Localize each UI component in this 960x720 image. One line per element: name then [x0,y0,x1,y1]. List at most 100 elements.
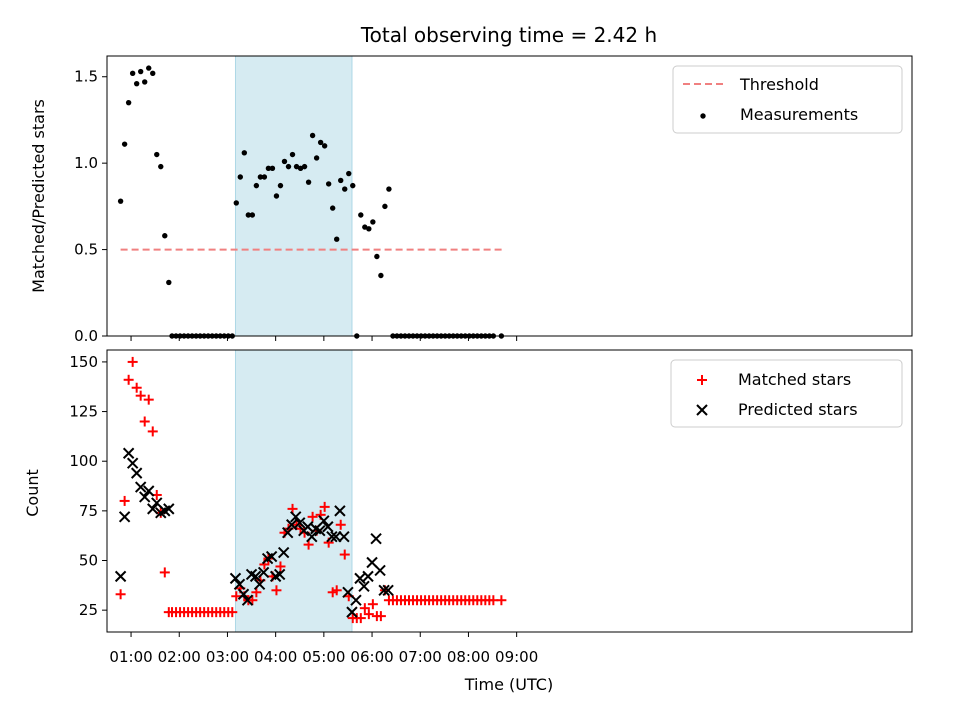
matched-stars-legend-marker [697,375,707,385]
x-tick-label: 02:00 [158,648,201,666]
measurement-point [125,99,132,106]
measurement-point [265,165,272,172]
predicted-star-point [163,503,175,515]
measurement-point [245,212,252,218]
threshold-legend-label: Threshold [739,75,819,94]
measurement-point [154,151,160,158]
measurements-legend-marker [700,113,706,119]
top-plot-frame [106,55,913,337]
matched-plus [697,375,707,385]
matched-star-point [331,585,342,596]
x-axis-label: Time (UTC) [464,675,553,694]
matched-star-point [159,567,170,578]
measurement-point [313,155,320,161]
top-legend-box [672,65,903,134]
measurement-point [133,80,140,87]
measurement-point [370,219,376,225]
predicted-star-point [354,572,366,585]
bottom-y-tick-label: 50 [79,552,98,570]
bottom-legend-box [670,359,903,428]
measurement-point [150,70,156,76]
predicted-star-point [286,519,298,531]
matched-star-point [375,611,386,622]
top-legend: Threshold Measurements [672,65,903,134]
measurement-point [158,163,164,170]
predicted-star-point [338,530,350,543]
bottom-y-tick-label: 75 [79,502,98,520]
matched-stars-legend-label: Matched stars [738,370,851,389]
measurement-point [249,212,256,218]
predicted-stars-legend-label: Predicted stars [738,400,858,419]
top-y-tick-label: 1.5 [74,68,98,86]
bottom-plot-frame [106,349,913,633]
measurement-point [277,182,284,189]
measurement-point [281,158,288,165]
x-tick-label: 03:00 [206,648,249,666]
predicted-star-point [241,594,254,606]
bottom-y-tick-label: 25 [79,601,98,619]
bottom-y-axis-label: Count [23,469,42,517]
top-y-tick-label: 0.5 [74,241,98,259]
measurements-legend-label: Measurements [740,105,858,124]
top-y-axis-label: Matched/Predicted stars [29,99,48,293]
matched-star-point [119,495,130,506]
predicted-star-point [370,532,382,545]
predicted-star-point [143,485,155,497]
predicted-star-point [322,521,334,533]
predicted-star-point [233,578,246,591]
measurement-point [233,200,239,206]
predicted-star-point [374,564,386,577]
matched-star-point [247,595,258,606]
measurement-point [350,182,356,189]
matched-star-point [271,585,282,596]
matched-star-point [275,561,286,572]
measurement-point [374,253,380,260]
matched-star-point [115,589,126,600]
matched-star-point [496,595,507,606]
predicted-star-point [147,503,159,515]
predicted-star-point [122,447,135,459]
predicted-star-point [265,550,278,563]
matched-star-point [339,549,350,560]
matched-star-point [363,609,374,620]
predicted-star-point [253,578,266,591]
measurement-point [309,132,316,139]
top-y-tick-label: 0.0 [74,327,98,345]
matched-star-point [335,519,346,530]
matched-star-point [143,394,154,405]
measurement-point [317,139,324,146]
predicted-stars-legend-marker [696,404,708,416]
chart-title: Total observing time = 2.42 h [360,23,657,47]
predicted-star-point [134,481,147,493]
predicted-star-point [382,584,394,597]
measurement-point [117,198,124,204]
predicted-star-point [290,511,302,523]
predicted-star-point [126,457,139,469]
predicted-star-point [314,525,326,537]
x-tick-label: 08:00 [447,648,490,666]
top-highlight-interval [234,55,353,337]
matched-star-point [319,501,330,512]
measurement-point [142,79,148,85]
matched-star-point [147,426,158,437]
x-tick-label: 07:00 [399,648,442,666]
predicted-star-point [326,530,338,543]
measurement-point [137,68,144,75]
measurement-point [358,212,364,218]
bottom-y-tick-label: 125 [69,403,98,421]
top-panel: 0.0 0.5 1.0 1.5 Total observing time = 2.42… [29,23,913,345]
matched-star-point [127,356,138,367]
bottom-highlight-interval [234,349,353,633]
predicted-star-point [138,491,151,503]
matched-star-point [139,416,150,427]
predicted-star-point [346,606,358,618]
matched-star-point [123,374,134,385]
measurement-point [321,143,328,149]
predicted-star-point [249,570,262,583]
measurement-point [162,233,168,239]
measurement-point [273,193,280,199]
measurement-point [121,141,128,147]
measurement-point [378,272,384,279]
top-y-tick-label: 1.0 [74,154,98,172]
